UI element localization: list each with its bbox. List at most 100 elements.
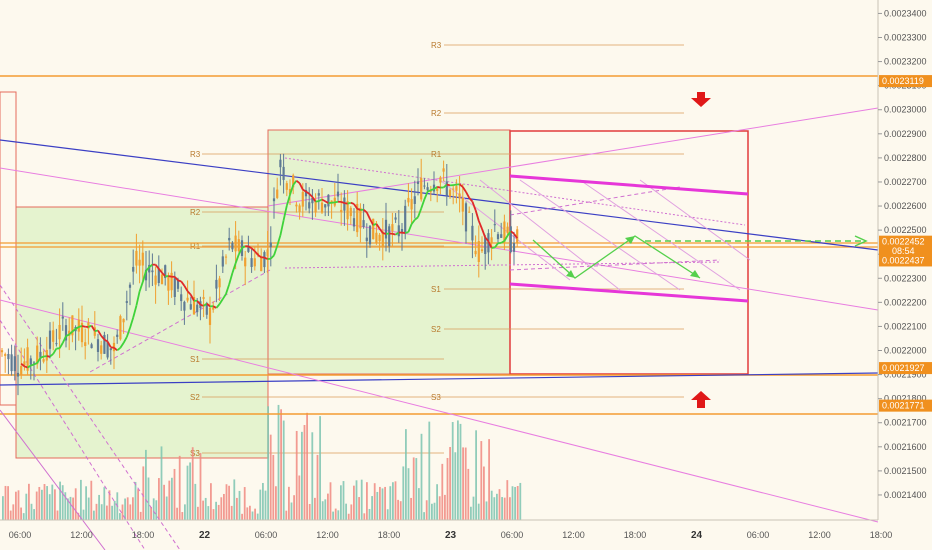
candle-body bbox=[154, 275, 157, 285]
volume-bar bbox=[236, 497, 238, 520]
candle-body bbox=[506, 226, 509, 233]
price-axis[interactable]: 0.00234000.00233000.00232000.00231000.00… bbox=[877, 0, 932, 550]
candle-body bbox=[16, 372, 20, 377]
volume-bar bbox=[360, 479, 363, 520]
ma-segment bbox=[308, 193, 314, 198]
volume-bar bbox=[410, 497, 412, 520]
volume-bar bbox=[373, 483, 376, 520]
volume-bar bbox=[295, 430, 298, 520]
volume-bar bbox=[82, 509, 85, 520]
volume-bar bbox=[256, 513, 259, 520]
ma-segment bbox=[135, 291, 141, 306]
ma-segment bbox=[318, 198, 323, 202]
candle-body bbox=[471, 225, 474, 241]
candle-body bbox=[461, 197, 464, 212]
volume-bar bbox=[212, 509, 215, 520]
candle-body bbox=[39, 351, 42, 358]
price-badge-label: 0.0021771 bbox=[882, 401, 925, 411]
volume-bar bbox=[332, 511, 334, 520]
ma-segment bbox=[353, 203, 358, 210]
candle-body bbox=[205, 303, 208, 315]
ma-segment bbox=[177, 279, 182, 283]
volume-bar bbox=[321, 501, 324, 520]
ma-segment bbox=[88, 324, 92, 328]
volume-bar bbox=[392, 482, 394, 520]
volume-bar bbox=[412, 457, 415, 520]
volume-bar bbox=[316, 454, 319, 520]
ma-segment bbox=[279, 220, 285, 236]
time-tick-labels: 06:00 12:00 18:00 22 06:00 12:00 18:00 23 06:00 1… bbox=[9, 530, 893, 541]
ma-segment bbox=[254, 250, 259, 256]
price-badge-label: 0.0021927 bbox=[882, 363, 925, 373]
volume-bar bbox=[129, 504, 132, 520]
ma-segment bbox=[174, 276, 179, 282]
candle-body bbox=[452, 188, 455, 190]
price-badge-label: 0.0022452 bbox=[882, 237, 925, 247]
volume-bar bbox=[225, 484, 228, 520]
price-axis-background bbox=[878, 0, 932, 550]
candle-body bbox=[244, 257, 247, 267]
volume-bar bbox=[100, 504, 103, 520]
candle-body bbox=[272, 198, 276, 202]
candle-body bbox=[26, 347, 29, 371]
price-tick-label: 0.0022600 bbox=[884, 201, 927, 211]
ma-segment bbox=[410, 219, 416, 225]
volume-bar bbox=[64, 492, 67, 520]
candle-body bbox=[125, 301, 128, 303]
ma-segment bbox=[382, 232, 387, 235]
ma-segment bbox=[75, 326, 80, 330]
candle-body bbox=[228, 237, 231, 241]
ma-segment bbox=[206, 302, 211, 308]
time-axis[interactable]: 06:00 12:00 18:00 22 06:00 12:00 18:00 23 06:00 1… bbox=[0, 519, 893, 541]
price-tick-label: 0.0022300 bbox=[884, 273, 927, 283]
ma-segment bbox=[474, 209, 480, 222]
ma-segment bbox=[427, 189, 432, 193]
ma-segment bbox=[433, 186, 438, 190]
candle-body bbox=[336, 191, 340, 197]
volume-bar bbox=[165, 496, 168, 520]
candle-body bbox=[480, 249, 484, 252]
candle-body bbox=[327, 194, 330, 207]
volume-bar bbox=[155, 500, 158, 520]
ma-segment bbox=[186, 290, 192, 296]
volume-bar bbox=[496, 493, 498, 520]
volume-bar bbox=[33, 509, 35, 520]
candle-body bbox=[144, 269, 148, 281]
magenta-trend-line bbox=[0, 299, 879, 523]
candle-body bbox=[314, 201, 317, 213]
volume-bar bbox=[298, 475, 301, 520]
volume-bar bbox=[355, 480, 358, 520]
candle-body bbox=[45, 349, 48, 361]
candle-body bbox=[404, 205, 407, 234]
volume-bar bbox=[290, 502, 293, 520]
volume-bar bbox=[399, 501, 402, 520]
price-tick-label: 0.0023300 bbox=[884, 33, 927, 43]
candle-body bbox=[247, 246, 250, 252]
candle-body bbox=[20, 365, 23, 376]
volume-bar bbox=[230, 505, 233, 520]
candle-body bbox=[42, 359, 45, 362]
channel-upper-bold bbox=[509, 174, 749, 196]
volume-bar bbox=[191, 447, 194, 520]
ma-segment bbox=[363, 208, 368, 214]
candle-body bbox=[282, 166, 285, 180]
channel-dotted-line bbox=[284, 157, 746, 226]
candle-body bbox=[90, 344, 93, 349]
fan-line bbox=[579, 179, 741, 291]
candle-body bbox=[308, 202, 311, 209]
candle-body bbox=[61, 316, 64, 319]
session-box-day-21 bbox=[15, 206, 269, 459]
volume-bar bbox=[329, 482, 332, 520]
ma-segment bbox=[215, 303, 221, 309]
volume-bar bbox=[72, 497, 74, 520]
candle-body bbox=[55, 343, 58, 345]
volume-bar bbox=[168, 480, 171, 520]
ma-segment bbox=[365, 212, 371, 220]
volume-bar bbox=[425, 500, 428, 520]
candle-body bbox=[221, 256, 224, 267]
candle-body bbox=[436, 188, 439, 191]
volume-bar bbox=[80, 479, 82, 520]
candle-body bbox=[96, 339, 100, 352]
volume-bar bbox=[93, 510, 95, 520]
